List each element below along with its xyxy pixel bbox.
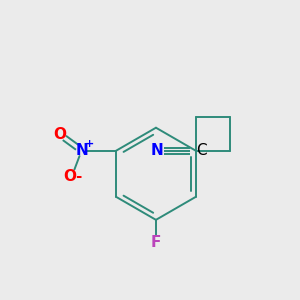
Text: +: + [85, 139, 94, 149]
Text: N: N [76, 143, 88, 158]
Text: C: C [196, 143, 207, 158]
Text: O: O [53, 127, 66, 142]
Text: -: - [75, 169, 82, 184]
Text: F: F [151, 235, 161, 250]
Text: N: N [151, 143, 164, 158]
Text: O: O [64, 169, 76, 184]
